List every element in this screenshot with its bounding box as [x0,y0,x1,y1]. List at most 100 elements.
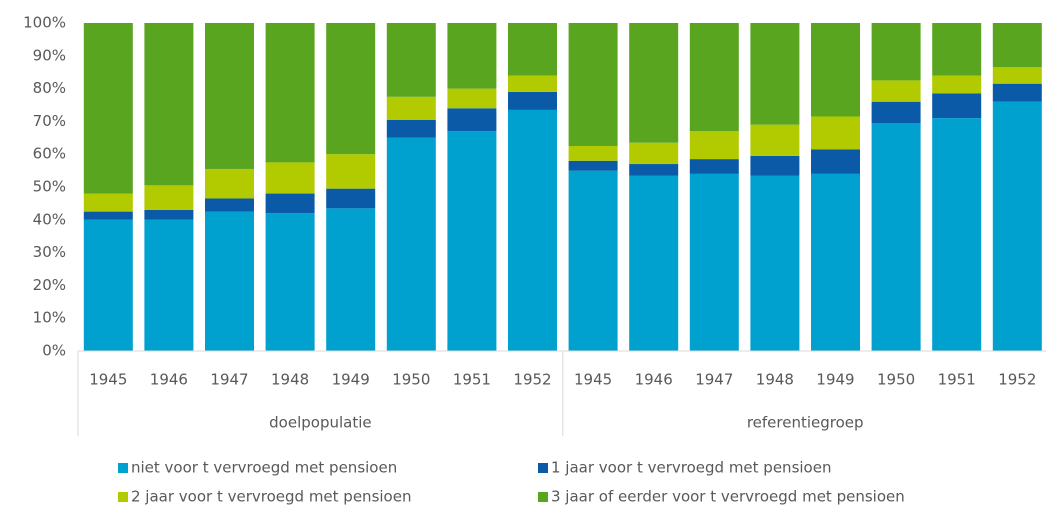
bar-segment [447,108,497,132]
bar-segment [205,168,254,199]
bar-segment [144,209,194,220]
bar-segment [750,155,800,176]
bar-segment [386,23,436,97]
bar-segment [811,149,860,174]
bar-segment [811,23,860,117]
bar-segment [992,23,1042,68]
y-tick-label: 40% [33,210,66,228]
group-label: doelpopulatie [269,414,371,432]
bar-segment [144,219,194,351]
bar-segment [992,67,1042,84]
bar-segment [750,23,800,125]
x-tick-label: 1947 [210,371,248,389]
x-tick-label: 1949 [816,371,854,389]
bar-segment [932,93,982,119]
bar-segment [83,219,133,351]
bar-segment [568,170,618,351]
bar-segment [386,96,436,120]
x-tick-label: 1951 [453,371,491,389]
bar-segment [871,80,921,102]
bar-segment [811,116,860,150]
bar-segment [992,83,1042,102]
bar-segment [508,109,557,351]
legend-label: 3 jaar of eerder voor t vervroegd met pe… [551,488,905,506]
x-tick-label: 1946 [150,371,188,389]
x-tick-label: 1948 [756,371,794,389]
bar-segment [689,173,739,351]
legend-label: 2 jaar voor t vervroegd met pensioen [131,488,411,506]
bar-segment [508,23,557,76]
legend-swatch [538,492,548,502]
legend-label: 1 jaar voor t vervroegd met pensioen [551,459,831,477]
legend-swatch [118,492,128,502]
bar-segment [629,175,679,351]
bar-segment [265,23,315,163]
y-tick-label: 100% [23,14,66,32]
bar-segment [83,23,133,194]
x-tick-label: 1945 [89,371,127,389]
x-tick-label: 1948 [271,371,309,389]
bar-segment [568,160,618,171]
bar-segment [811,173,860,351]
bar-segment [992,101,1042,351]
bar-segment [629,142,679,165]
bar-segment [386,119,436,138]
bar-segment [144,185,194,210]
bar-segment [326,154,376,189]
bar-segment [386,137,436,351]
y-tick-label: 60% [33,145,66,163]
bar-segment [629,23,679,143]
y-tick-label: 90% [33,46,66,64]
bar-segment [265,193,315,214]
y-tick-label: 50% [33,178,66,196]
x-tick-label: 1950 [392,371,430,389]
legend-label: niet voor t vervroegd met pensioen [131,459,397,477]
bar-segment [629,164,679,176]
bar-segment [83,193,133,212]
bar-segment [205,211,254,351]
bar-segment [932,23,982,76]
bar-segment [265,162,315,194]
x-tick-label: 1950 [877,371,915,389]
y-tick-label: 10% [33,309,66,327]
bar-segment [326,208,376,351]
bar-segment [144,23,194,186]
x-tick-label: 1952 [513,371,551,389]
y-tick-label: 80% [33,79,66,97]
bar-segment [447,88,497,109]
x-tick-label: 1949 [332,371,370,389]
bar-segment [326,188,376,209]
x-tick-label: 1945 [574,371,612,389]
bar-segment [83,211,133,220]
bar-segment [750,175,800,351]
y-tick-label: 70% [33,112,66,130]
y-tick-label: 30% [33,243,66,261]
bar-segment [205,23,254,169]
bar-segment [689,131,739,160]
bar-segment [568,23,618,146]
bar-segment [932,75,982,94]
bar-segment [447,131,497,351]
bar-segment [689,159,739,174]
bar-segment [932,118,982,352]
legend-swatch [118,463,128,473]
legend-swatch [538,463,548,473]
bar-segment [568,146,618,161]
y-tick-label: 0% [42,342,66,360]
bar-segment [871,123,921,351]
x-tick-label: 1951 [938,371,976,389]
bar-segment [689,23,739,132]
bar-segment [205,198,254,212]
bar-segment [447,23,497,89]
bar-segment [508,91,557,110]
bar-segment [326,23,376,155]
x-tick-label: 1946 [635,371,673,389]
bar-segment [871,23,921,81]
bar-segment [871,101,921,124]
y-tick-label: 20% [33,276,66,294]
group-label: referentiegroep [747,414,864,432]
bar-segment [265,213,315,351]
bar-segment [750,124,800,156]
x-tick-label: 1952 [998,371,1036,389]
